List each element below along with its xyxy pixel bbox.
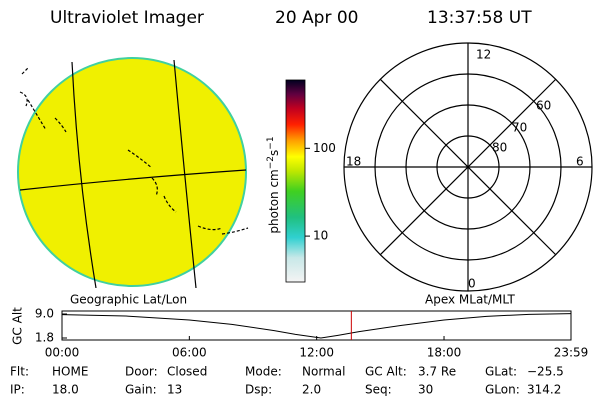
date: 20 Apr 00 [275, 8, 358, 28]
instrument: Ultraviolet Imager [50, 8, 204, 28]
lat-label: 70 [512, 121, 527, 135]
info-label: Flt: [10, 365, 29, 379]
plot-frame [61, 310, 572, 341]
lat-label: 80 [492, 141, 507, 155]
colorbar-label: photon cm−2s−1 [266, 136, 281, 233]
colorbar-tick-label: 100 [313, 141, 336, 155]
mlt-label: 12 [476, 48, 491, 62]
info-label: Seq: [365, 383, 392, 397]
map-title: Apex MLat/MLT [425, 293, 515, 307]
unit-exp: −2 [266, 156, 276, 169]
y-axis-label: GC Alt [11, 307, 25, 345]
earth-image [17, 57, 249, 288]
x-tick-label: 12:00 [299, 346, 334, 360]
info-value: Closed [167, 365, 207, 379]
x-tick-label: 18:00 [427, 346, 462, 360]
info-value: −25.5 [527, 365, 564, 379]
info-label: Dsp: [245, 383, 272, 397]
info-label: GLat: [485, 365, 517, 379]
x-tick-label: 06:00 [172, 346, 207, 360]
info-value: 18.0 [52, 383, 79, 397]
y-tick-label: 9.0 [35, 307, 54, 321]
info-value: 314.2 [527, 383, 561, 397]
y-tick-label: 1.8 [35, 331, 54, 345]
map-title: Geographic Lat/Lon [70, 293, 187, 307]
unit-exp: −1 [266, 136, 276, 149]
mlt-label: 18 [346, 155, 361, 169]
info-value: 3.7 Re [418, 365, 456, 379]
x-tick-label: 00:00 [45, 346, 80, 360]
unit: s [267, 150, 281, 156]
polar-grid [343, 42, 593, 292]
unit: photon cm [267, 169, 281, 233]
colorbar [285, 79, 306, 283]
info-label: GLon: [485, 383, 520, 397]
time: 13:37:58 UT [427, 8, 532, 28]
colorbar-tick-label: 10 [313, 229, 328, 243]
info-label: IP: [10, 383, 25, 397]
info-value: HOME [52, 365, 88, 379]
info-value: 13 [167, 383, 182, 397]
altitude-line [61, 313, 572, 339]
mlt-label: 6 [576, 155, 584, 169]
mlt-label: 0 [468, 277, 476, 291]
info-label: Gain: [125, 383, 157, 397]
lat-label: 60 [536, 99, 551, 113]
info-value: Normal [302, 365, 345, 379]
info-label: Mode: [245, 365, 282, 379]
info-value: 2.0 [302, 383, 321, 397]
info-value: 30 [418, 383, 433, 397]
x-tick-label: 23:59 [554, 346, 589, 360]
info-label: GC Alt: [365, 365, 407, 379]
info-label: Door: [125, 365, 158, 379]
